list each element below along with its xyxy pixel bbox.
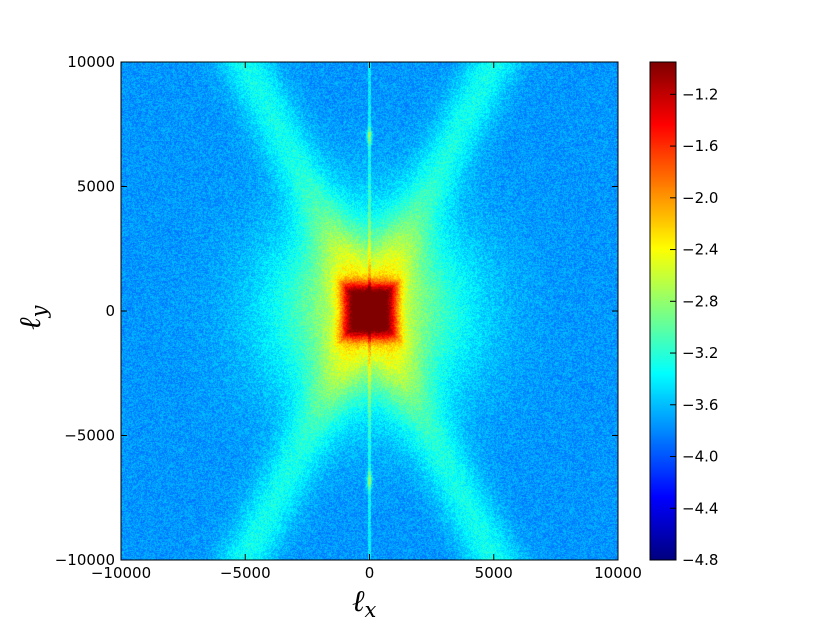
heatmap-plot-area (120, 61, 619, 561)
colorbar-gradient (650, 62, 676, 560)
x-axis-ticks: −10000 −5000 0 5000 10000 (91, 62, 642, 582)
colorbar-tick-label: −2.0 (682, 189, 718, 207)
y-axis-label: ℓy (13, 305, 51, 331)
colorbar-tick-label: −4.8 (682, 551, 718, 569)
colorbar-ticks: −1.2 −1.6 −2.0 −2.4 −2.8 −3.2 −3.6 −4.0 −4.4 −4.8 (670, 85, 718, 569)
colorbar-tick-label: −4.4 (682, 499, 718, 517)
y-tick-label: 5000 (77, 178, 115, 196)
x-tick-label: −5000 (220, 564, 271, 582)
y-axis-label-main: ℓ (13, 317, 48, 330)
y-tick-label: −10000 (55, 551, 115, 569)
y-axis-ticks: −10000 −5000 0 5000 10000 (55, 53, 618, 569)
colorbar-tick-label: −4.0 (682, 448, 718, 466)
x-axis-label: ℓx (352, 584, 377, 622)
y-tick-label: −5000 (64, 427, 115, 445)
x-axis-label-subscript: x (365, 598, 377, 622)
y-tick-label: 10000 (67, 53, 115, 71)
y-tick-label: 0 (105, 302, 115, 320)
colorbar-tick-label: −1.2 (682, 85, 718, 103)
x-axis-label-main: ℓ (352, 584, 365, 619)
colorbar-tick-label: −2.8 (682, 292, 718, 310)
heatmap-image (121, 62, 618, 560)
colorbar-tick-label: −2.4 (682, 241, 718, 259)
colorbar-tick-label: −3.6 (682, 396, 718, 414)
colorbar-frame (649, 61, 677, 561)
x-tick-label: 0 (365, 564, 375, 582)
x-tick-label: 5000 (475, 564, 513, 582)
y-axis-label-subscript: y (27, 305, 51, 319)
colorbar: −1.2 −1.6 −2.0 −2.4 −2.8 −3.2 −3.6 −4.0 −4.4 −4.8 (649, 61, 718, 569)
x-tick-label: 10000 (594, 564, 642, 582)
x-tick-label: −10000 (91, 564, 151, 582)
colorbar-tick-label: −3.2 (682, 344, 718, 362)
colorbar-tick-label: −1.6 (682, 137, 718, 155)
